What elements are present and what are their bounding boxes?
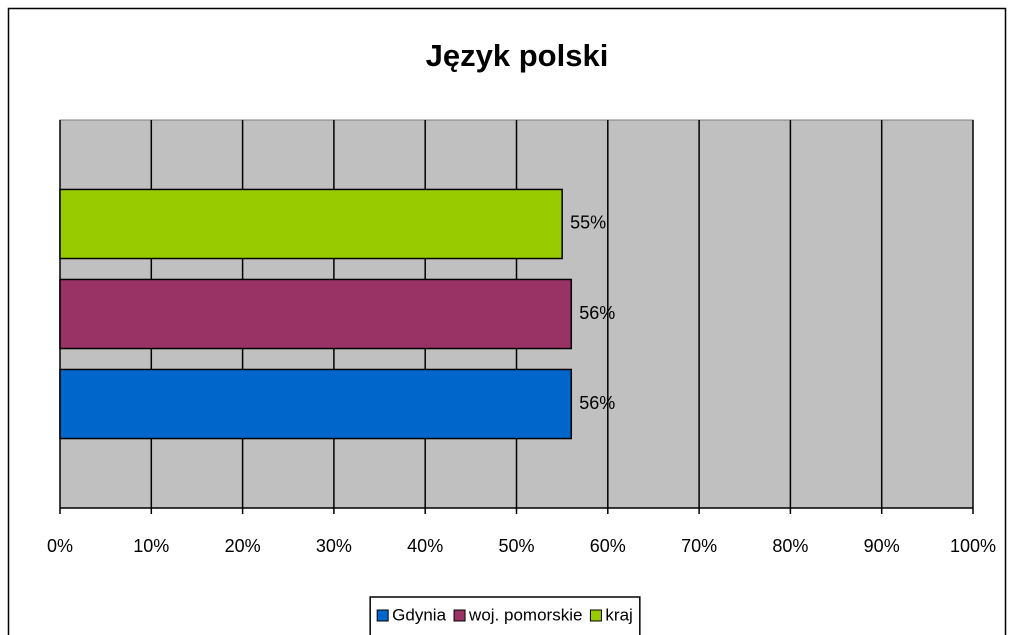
x-tick-label: 90% [864, 536, 900, 556]
chart-title: Język polski [426, 38, 609, 73]
chart-frame [7, 7, 1007, 635]
x-tick-label: 50% [498, 536, 534, 556]
legend-swatch [376, 609, 389, 622]
x-tick-label: 80% [772, 536, 808, 556]
legend-label: kraj [605, 605, 632, 624]
value-label: 55% [570, 213, 606, 233]
bar [59, 188, 563, 260]
legend-swatch [589, 609, 602, 622]
legend-swatch [453, 609, 466, 622]
value-label: 56% [579, 303, 615, 323]
value-label: 56% [579, 393, 615, 413]
x-tick-label: 40% [407, 536, 443, 556]
bar [59, 368, 573, 440]
legend: Gdynia woj. pomorskie kraj [369, 596, 641, 635]
x-tick-label: 10% [133, 536, 169, 556]
legend-label: Gdynia [392, 605, 446, 624]
x-tick-label: 60% [590, 536, 626, 556]
x-tick-label: 70% [681, 536, 717, 556]
x-tick-label: 20% [225, 536, 261, 556]
x-tick-label: 0% [47, 536, 73, 556]
bar [59, 278, 573, 350]
x-tick-label: 100% [950, 536, 996, 556]
x-tick-label: 30% [316, 536, 352, 556]
legend-label: woj. pomorskie [468, 605, 582, 624]
